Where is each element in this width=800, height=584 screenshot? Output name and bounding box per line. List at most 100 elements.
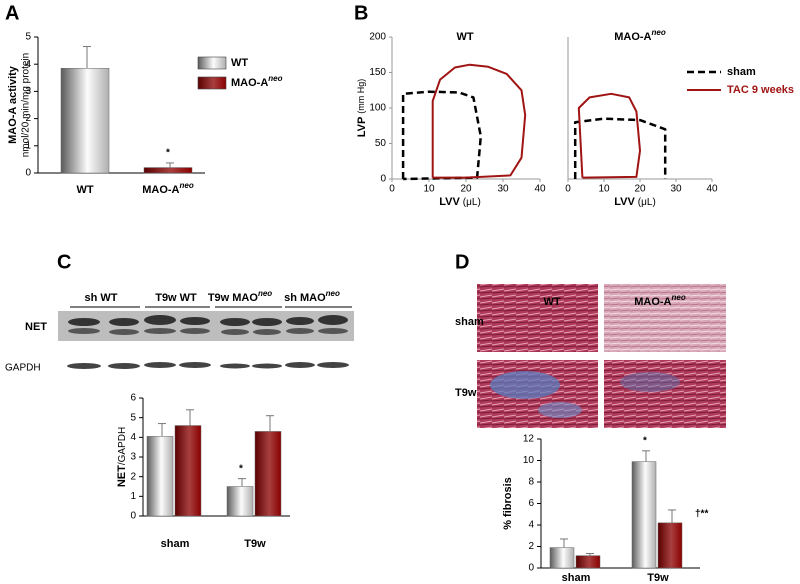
lane-label: T9w WT — [155, 292, 197, 304]
bar — [143, 167, 193, 174]
y-axis-unit: (mm Hg) — [356, 79, 366, 114]
y-tick-label: 4 — [528, 520, 534, 531]
x-tick-label: 10 — [423, 184, 435, 195]
lane-label-main: T9w WT — [155, 292, 197, 304]
x-tick-label: 20 — [460, 184, 472, 195]
x-tick-label: 0 — [389, 184, 395, 195]
lane-label: sh WT — [85, 292, 118, 304]
bar — [575, 555, 601, 569]
bar — [60, 68, 110, 174]
x-tick-label: 0 — [565, 184, 571, 195]
x-tick-label-main: WT — [76, 184, 93, 196]
bar — [226, 486, 254, 517]
x-axis-label: LVV (μL) — [439, 196, 481, 208]
lane-label-sup: neo — [258, 289, 272, 298]
histology-row: sham — [455, 316, 484, 328]
histology-column-main: WT — [543, 296, 560, 308]
legend-label: sham — [727, 66, 756, 78]
lane-label-main: sh WT — [85, 292, 118, 304]
histology-column-main: MAO-A — [634, 296, 671, 308]
chart-title: MAO-Aneo — [614, 28, 666, 43]
y-tick-label: 200 — [369, 32, 386, 43]
y-tick-label: 1 — [130, 491, 136, 502]
x-axis-unit: (μL) — [638, 197, 656, 208]
y-axis-unit: /GAPDH — [117, 427, 128, 465]
x-tick-label-main: T9w — [244, 538, 266, 550]
x-axis-unit: (μL) — [463, 197, 481, 208]
x-tick-label: 20 — [634, 184, 646, 195]
y-tick-label: 0 — [130, 511, 136, 522]
y-tick-label: 8 — [528, 477, 534, 488]
x-tick-label-main: sham — [161, 538, 190, 550]
y-axis-label: LVP (mm Hg) — [356, 79, 368, 138]
chart-title-main: WT — [456, 31, 473, 43]
histology-column: WT — [543, 296, 560, 308]
x-tick-label: sham — [161, 538, 190, 550]
y-tick-label: 12 — [523, 434, 535, 445]
legend-label: WT — [231, 57, 248, 69]
panel-label: C — [57, 251, 71, 273]
legend-label-sup: neo — [268, 74, 282, 83]
lane-label: T9w MAOneo — [208, 289, 272, 304]
x-tick-label-main: sham — [562, 572, 591, 584]
bar — [146, 436, 174, 517]
histology-column: MAO-Aneo — [634, 293, 686, 308]
pv-loop — [577, 92, 641, 179]
western-blot — [58, 306, 354, 369]
y-tick-label: 0 — [528, 563, 534, 574]
legend-label: MAO-Aneo — [231, 74, 283, 89]
histology-column-sup: neo — [672, 293, 686, 302]
x-axis-label-main: LVV — [614, 196, 635, 208]
chart-title: WT — [456, 31, 473, 43]
y-axis-label: % fibrosis — [502, 477, 514, 530]
x-tick-label: T9w — [244, 538, 266, 550]
y-tick-label: 6 — [130, 393, 136, 404]
x-tick-label-main: T9w — [647, 572, 669, 584]
y-tick-label: 0 — [380, 174, 386, 185]
y-tick-label: 3 — [130, 452, 136, 463]
y-tick-label: 100 — [369, 103, 386, 114]
legend-label-main: WT — [231, 57, 248, 69]
histology-row: T9w — [455, 387, 477, 399]
legend-label-main: MAO-A — [231, 77, 268, 89]
x-tick-label-sup: neo — [180, 181, 194, 190]
annotation: * — [166, 148, 170, 159]
bar — [631, 461, 657, 569]
y-tick-label: 10 — [523, 455, 535, 466]
y-tick-label: 0 — [25, 168, 31, 179]
y-tick-label: 3 — [25, 86, 31, 97]
y-tick-label: 5 — [130, 412, 136, 423]
legend-label: TAC 9 weeks — [727, 84, 794, 96]
x-tick-label: WT — [76, 184, 93, 196]
x-tick-label: sham — [562, 572, 591, 584]
y-axis-label-main: % fibrosis — [502, 477, 514, 530]
chart-title-main: MAO-A — [614, 31, 651, 43]
x-tick-label: 30 — [670, 184, 682, 195]
x-axis-label: LVV (μL) — [614, 196, 656, 208]
bar — [254, 431, 282, 517]
panel-label: A — [5, 2, 19, 24]
panel-label: B — [354, 2, 368, 24]
bar — [657, 522, 683, 569]
x-tick-label: 30 — [497, 184, 509, 195]
y-tick-label: 50 — [375, 138, 387, 149]
annotation: * — [643, 435, 647, 446]
blot-row-label: NET — [25, 321, 47, 333]
x-tick-label: T9w — [647, 572, 669, 584]
annotation: †** — [695, 509, 708, 520]
lane-label-main: T9w MAO — [208, 292, 259, 304]
y-tick-label: 150 — [369, 67, 386, 78]
blot-row-label: GAPDH — [5, 363, 41, 374]
chart-title-sup: neo — [652, 28, 666, 37]
x-axis-label-main: LVV — [439, 196, 460, 208]
y-axis-unit: nmol/20 min/mg protein — [21, 53, 32, 158]
x-tick-label-main: MAO-A — [142, 184, 179, 196]
y-tick-label: 1 — [25, 140, 31, 151]
lane-label: sh MAOneo — [284, 289, 340, 304]
y-tick-label: 4 — [25, 59, 31, 70]
y-axis-label: MAO-A activity — [7, 65, 19, 144]
legend-swatch — [197, 76, 227, 90]
histology-images — [477, 284, 726, 428]
y-tick-label: 6 — [528, 498, 534, 509]
